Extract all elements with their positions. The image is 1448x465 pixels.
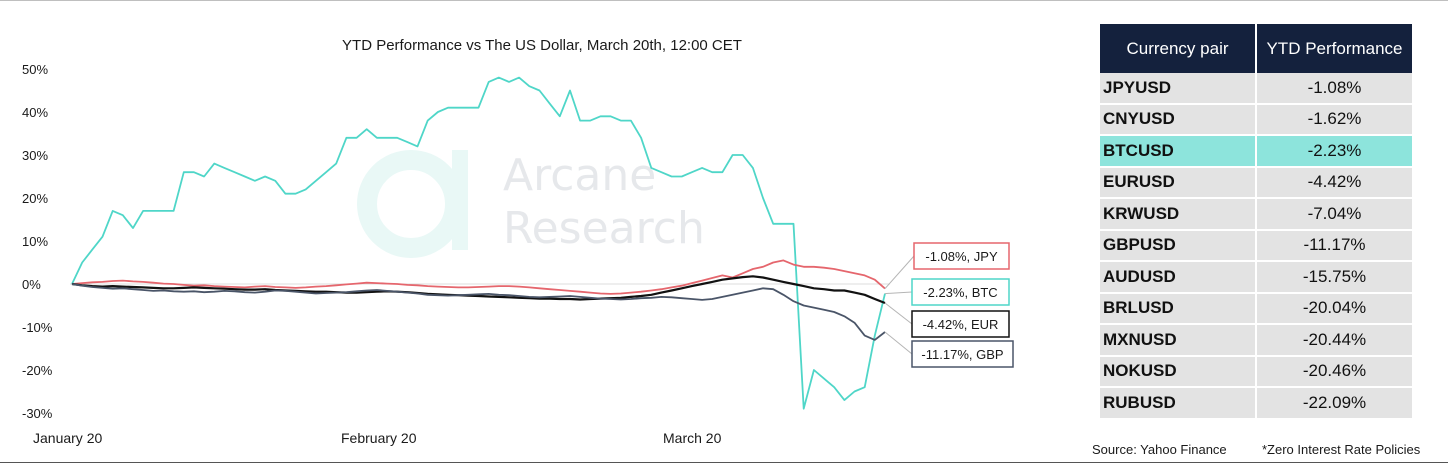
- watermark-line1: Arcane: [503, 150, 656, 201]
- y-tick-label: 30%: [22, 148, 48, 163]
- callout-label-gbp: -11.17%, GBP: [921, 347, 1003, 362]
- y-tick-label: 0%: [22, 277, 41, 292]
- x-tick-label: January 20: [33, 430, 102, 446]
- line-chart: YTD Performance vs The US Dollar, March …: [22, 37, 1014, 446]
- callout-box-btc: [911, 278, 1010, 306]
- ytd-value-cell: -4.42%: [1256, 166, 1412, 199]
- y-tick-label: -10%: [22, 320, 53, 335]
- y-tick-label: 20%: [22, 191, 48, 206]
- table-row-eurusd: EURUSD -4.42%: [1100, 166, 1412, 199]
- currency-pair-cell: MXNUSD: [1100, 324, 1257, 357]
- watermark-line2: Research: [503, 203, 705, 254]
- performance-table: Currency pair YTD Performance JPYUSD -1.0…: [1100, 24, 1412, 420]
- series-line-eur: [71, 275, 886, 305]
- table-row-audusd: AUDUSD -15.75%: [1100, 261, 1412, 294]
- table-body: JPYUSD -1.08% CNYUSD -1.62% BTCUSD -2.23% EURU…: [1100, 73, 1412, 420]
- currency-pair-cell: NOKUSD: [1100, 355, 1257, 388]
- currency-pair-cell: KRWUSD: [1100, 198, 1257, 231]
- table-row-nokusd: NOKUSD -20.46%: [1100, 355, 1412, 388]
- ytd-value-cell: -20.46%: [1256, 355, 1412, 388]
- ytd-value-cell: -1.08%: [1256, 73, 1412, 105]
- y-axis-ticks: 50% 40% 30% 20% 10% 0% -10% -20% -30%: [22, 62, 53, 421]
- callout-label-btc: -2.23%, BTC: [923, 285, 997, 300]
- currency-pair-cell: EURUSD: [1100, 166, 1257, 199]
- table-header-row: Currency pair YTD Performance: [1100, 24, 1412, 73]
- header-currency-pair: Currency pair: [1100, 24, 1257, 73]
- x-tick-label: February 20: [341, 430, 417, 446]
- ytd-value-cell: -20.44%: [1256, 324, 1412, 357]
- table-row-cnyusd: CNYUSD -1.62%: [1100, 103, 1412, 136]
- callout-label-eur: -4.42%, EUR: [923, 317, 999, 332]
- ytd-value-cell: -2.23%: [1256, 135, 1412, 168]
- y-tick-label: -30%: [22, 406, 53, 421]
- y-tick-label: 10%: [22, 234, 48, 249]
- watermark: Arcane Research: [357, 150, 705, 258]
- currency-pair-cell: RUBUSD: [1100, 387, 1257, 420]
- table-row-gbpusd: GBPUSD -11.17%: [1100, 229, 1412, 262]
- series-callouts: -2.23%, BTC -1.08%, JPY -4.42%, EUR -11.17%…: [884, 242, 1014, 368]
- series-line-btc: [71, 76, 886, 410]
- currency-pair-cell: BRLUSD: [1100, 292, 1257, 325]
- currency-pair-cell: JPYUSD: [1100, 73, 1257, 105]
- series-line-gbp: [71, 283, 886, 341]
- source-note: Source: Yahoo Finance: [1092, 442, 1227, 457]
- y-tick-label: 40%: [22, 105, 48, 120]
- x-tick-label: March 20: [663, 430, 722, 446]
- table-row-krwusd: KRWUSD -7.04%: [1100, 198, 1412, 231]
- series-lines: [71, 76, 886, 410]
- table-row-rubusd: RUBUSD -22.09%: [1100, 387, 1412, 420]
- y-tick-label: -20%: [22, 363, 53, 378]
- table-row-mxnusd: MXNUSD -20.44%: [1100, 324, 1412, 357]
- callout-leader-eur: [884, 302, 913, 325]
- top-rule: [0, 0, 1448, 1]
- currency-pair-cell: BTCUSD: [1100, 135, 1257, 168]
- table-row-brlusd: BRLUSD -20.04%: [1100, 292, 1412, 325]
- currency-pair-cell: GBPUSD: [1100, 229, 1257, 262]
- ytd-value-cell: -22.09%: [1256, 387, 1412, 420]
- callout-box-eur: [911, 310, 1010, 338]
- series-line-jpy: [71, 259, 886, 295]
- callout-leader-jpy: [884, 255, 915, 289]
- ytd-value-cell: -1.62%: [1256, 103, 1412, 136]
- bottom-rule: [0, 462, 1448, 463]
- ytd-value-cell: -15.75%: [1256, 261, 1412, 294]
- callout-box-jpy: [913, 242, 1010, 270]
- ytd-value-cell: -11.17%: [1256, 229, 1412, 262]
- zirp-note: *Zero Interest Rate Policies: [1262, 442, 1421, 457]
- y-tick-label: 50%: [22, 62, 48, 77]
- callout-box-gbp: [911, 340, 1014, 368]
- currency-pair-cell: CNYUSD: [1100, 103, 1257, 136]
- chart-title: YTD Performance vs The US Dollar, March …: [342, 37, 742, 54]
- watermark-logo-ring: [357, 150, 465, 258]
- callout-leader-btc: [884, 291, 913, 295]
- callout-leader-gbp: [884, 331, 913, 355]
- callout-label-jpy: -1.08%, JPY: [925, 249, 998, 264]
- ytd-value-cell: -20.04%: [1256, 292, 1412, 325]
- currency-pair-cell: AUDUSD: [1100, 261, 1257, 294]
- table-row-btcusd: BTCUSD -2.23%: [1100, 135, 1412, 168]
- table-row-jpyusd: JPYUSD -1.08%: [1100, 73, 1412, 105]
- header-ytd-performance: YTD Performance: [1256, 24, 1412, 73]
- ytd-value-cell: -7.04%: [1256, 198, 1412, 231]
- watermark-logo-bar: [452, 150, 468, 250]
- x-axis-ticks: January 20 February 20 March 20: [33, 430, 722, 446]
